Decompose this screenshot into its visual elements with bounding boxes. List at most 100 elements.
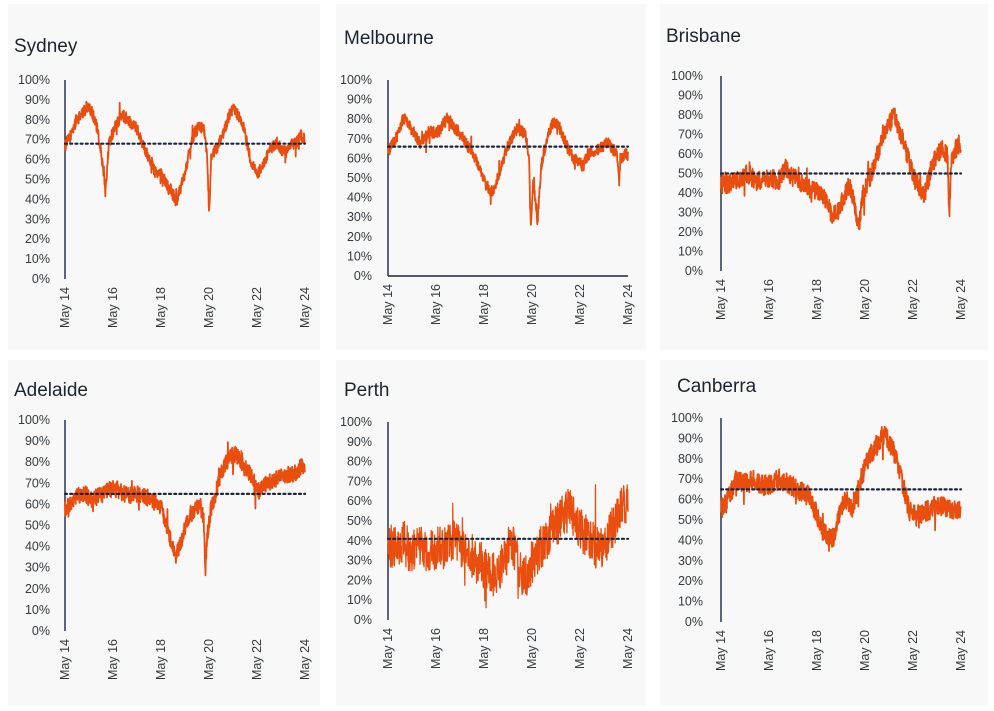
- y-tick-label: 100%: [340, 415, 372, 429]
- x-tick-label: May 20: [525, 284, 539, 325]
- y-tick-label: 80%: [678, 452, 703, 466]
- y-tick-label: 80%: [25, 455, 50, 469]
- x-tick-label: May 16: [762, 279, 776, 320]
- y-tick-label: 100%: [18, 413, 50, 427]
- y-tick-label: 20%: [347, 230, 372, 244]
- y-tick-label: 50%: [25, 173, 50, 187]
- x-tick-label: May 22: [250, 287, 264, 328]
- y-tick-label: 20%: [678, 225, 703, 239]
- y-tick-label: 100%: [671, 69, 703, 83]
- y-tick-label: 70%: [347, 474, 372, 488]
- x-tick-label: May 14: [381, 628, 395, 669]
- x-tick-label: May 24: [298, 639, 312, 680]
- y-tick-label: 50%: [678, 513, 703, 527]
- y-tick-label: 0%: [685, 264, 703, 278]
- x-tick-label: May 14: [381, 284, 395, 325]
- chart-title-canberra: Canberra: [677, 376, 757, 397]
- x-tick-label: May 22: [906, 279, 920, 320]
- y-tick-label: 100%: [340, 73, 372, 87]
- x-tick-label: May 24: [954, 630, 968, 671]
- x-tick-label: May 14: [58, 287, 72, 328]
- y-tick-label: 20%: [25, 582, 50, 596]
- x-tick-label: May 16: [106, 639, 120, 680]
- x-tick-label: May 18: [154, 287, 168, 328]
- series-line-melbourne: [387, 112, 629, 226]
- chart-title-sydney: Sydney: [14, 36, 78, 57]
- y-tick-label: 40%: [347, 534, 372, 548]
- y-tick-label: 70%: [25, 476, 50, 490]
- x-tick-label: May 18: [810, 279, 824, 320]
- y-tick-label: 50%: [678, 167, 703, 181]
- y-tick-label: 90%: [678, 89, 703, 103]
- y-tick-label: 80%: [25, 113, 50, 127]
- y-tick-label: 30%: [678, 206, 703, 220]
- y-tick-label: 40%: [25, 192, 50, 206]
- y-tick-label: 90%: [678, 431, 703, 445]
- y-tick-label: 40%: [678, 186, 703, 200]
- y-tick-label: 30%: [25, 212, 50, 226]
- chart-title-brisbane: Brisbane: [666, 26, 741, 47]
- y-tick-label: 90%: [347, 435, 372, 449]
- x-tick-label: May 14: [58, 639, 72, 680]
- x-tick-label: May 22: [906, 630, 920, 671]
- x-tick-label: May 22: [250, 639, 264, 680]
- series-line-perth: [387, 484, 629, 609]
- chart-panel-adelaide: Adelaide 0% 10% 20% 30% 40% 50% 60% 70% 80% 90% 100…: [8, 360, 320, 706]
- y-tick-label: 30%: [347, 210, 372, 224]
- chart-panel-melbourne: Melbourne 0% 10% 20% 30% 40% 50% 60% 70% 80% 90% 10…: [336, 4, 646, 350]
- y-tick-label: 60%: [25, 153, 50, 167]
- x-tick-label: May 16: [106, 287, 120, 328]
- x-tick-label: May 24: [298, 287, 312, 328]
- y-tick-label: 30%: [678, 554, 703, 568]
- x-tick-label: May 24: [954, 279, 968, 320]
- y-tick-label: 10%: [678, 245, 703, 259]
- x-tick-label: May 16: [762, 630, 776, 671]
- y-tick-label: 60%: [347, 494, 372, 508]
- x-tick-label: May 24: [621, 284, 635, 325]
- y-tick-label: 10%: [347, 593, 372, 607]
- x-tick-label: May 20: [858, 279, 872, 320]
- x-tick-label: May 22: [573, 628, 587, 669]
- series-line-brisbane: [720, 107, 962, 231]
- series-line-canberra: [720, 425, 962, 552]
- chart-panel-sydney: Sydney 0% 10% 20% 30% 40% 50% 60% 70% 80% 90% 100% M…: [8, 4, 320, 350]
- y-tick-label: 70%: [25, 133, 50, 147]
- x-tick-label: May 20: [858, 630, 872, 671]
- y-tick-label: 90%: [25, 434, 50, 448]
- y-tick-label: 80%: [347, 112, 372, 126]
- y-tick-label: 60%: [25, 497, 50, 511]
- y-tick-label: 0%: [354, 269, 372, 283]
- y-tick-label: 90%: [347, 93, 372, 107]
- y-tick-label: 40%: [25, 540, 50, 554]
- y-tick-label: 70%: [678, 128, 703, 142]
- y-tick-label: 70%: [678, 472, 703, 486]
- chart-panel-brisbane: Brisbane 0% 10% 20% 30% 40% 50% 60% 70% 80% 90% 100…: [660, 4, 988, 350]
- y-tick-label: 50%: [347, 171, 372, 185]
- y-tick-label: 20%: [347, 573, 372, 587]
- y-tick-label: 10%: [25, 252, 50, 266]
- x-tick-label: May 14: [714, 630, 728, 671]
- x-tick-label: May 16: [429, 628, 443, 669]
- series-line-sydney: [64, 100, 306, 212]
- y-tick-label: 10%: [25, 603, 50, 617]
- x-tick-label: May 20: [202, 639, 216, 680]
- x-tick-label: May 22: [573, 284, 587, 325]
- x-tick-label: May 24: [621, 628, 635, 669]
- chart-title-melbourne: Melbourne: [344, 28, 434, 49]
- y-tick-label: 10%: [347, 249, 372, 263]
- chart-title-adelaide: Adelaide: [14, 380, 88, 401]
- y-tick-label: 40%: [347, 191, 372, 205]
- y-tick-label: 10%: [678, 595, 703, 609]
- x-tick-label: May 14: [714, 279, 728, 320]
- series-line-adelaide: [64, 441, 306, 577]
- y-tick-label: 0%: [685, 615, 703, 629]
- y-tick-label: 0%: [32, 624, 50, 638]
- y-tick-label: 100%: [18, 73, 50, 87]
- y-tick-label: 30%: [25, 561, 50, 575]
- y-tick-label: 50%: [347, 514, 372, 528]
- y-tick-label: 80%: [678, 108, 703, 122]
- y-tick-label: 0%: [354, 613, 372, 627]
